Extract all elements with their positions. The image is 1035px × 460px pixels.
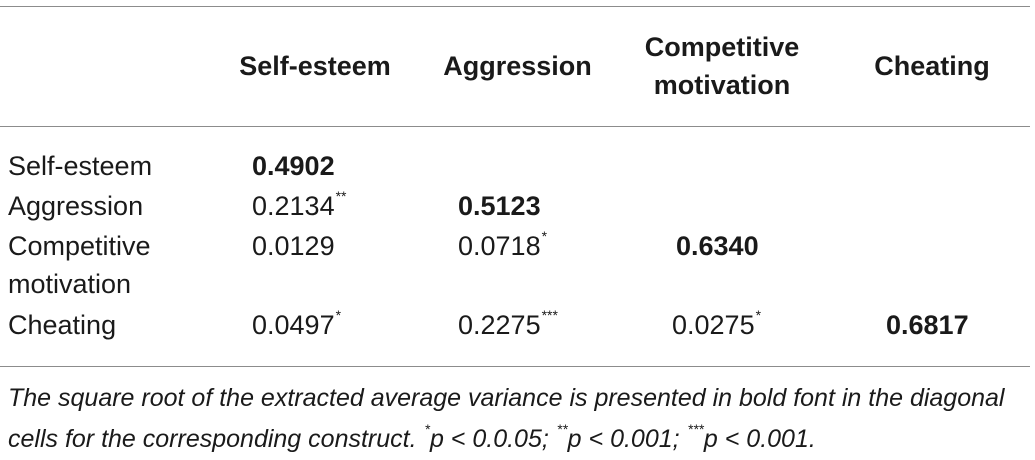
table-top-rule: [0, 6, 1030, 7]
col-header-cheating: Cheating: [874, 51, 990, 81]
cell-cheating-self-esteem: 0.0497*: [252, 307, 342, 340]
cell-cheating-competitive: 0.0275*: [672, 307, 762, 340]
col-header-self-esteem: Self-esteem: [239, 51, 391, 81]
footnote-mark-2: **: [556, 420, 568, 437]
footnote-p3: p < 0.001.: [703, 425, 816, 453]
col-header-aggression: Aggression: [443, 51, 592, 81]
footnote-mark-1: *: [424, 420, 430, 437]
cell-competitive-competitive: 0.6340: [676, 231, 759, 261]
cell-competitive-aggression: 0.0718*: [458, 228, 548, 261]
row-label-cheating: Cheating: [8, 310, 117, 340]
row-label-competitive-motivation: Competitive motivation: [8, 231, 151, 299]
table-header-rule: [0, 126, 1030, 127]
footnote-text: The square root of the extracted average…: [8, 384, 1005, 453]
cell-aggression-self-esteem: 0.2134**: [252, 188, 347, 221]
table-bottom-rule: [0, 366, 1030, 367]
table-footnote: The square root of the extracted average…: [8, 378, 1028, 460]
col-header-competitive-motivation: Competitive motivation: [644, 32, 800, 100]
cell-cheating-cheating: 0.6817: [886, 310, 969, 340]
footnote-mark-3: ***: [687, 420, 704, 437]
cell-aggression-aggression: 0.5123: [458, 191, 541, 221]
row-label-aggression: Aggression: [8, 191, 144, 221]
cell-cheating-aggression: 0.2275***: [458, 307, 558, 340]
row-label-self-esteem: Self-esteem: [8, 151, 153, 181]
footnote-p1: p < 0.0.05;: [429, 425, 549, 453]
cell-self-esteem-self-esteem: 0.4902: [252, 151, 335, 181]
footnote-p2: p < 0.001;: [567, 425, 680, 453]
cell-competitive-self-esteem: 0.0129: [252, 231, 335, 261]
